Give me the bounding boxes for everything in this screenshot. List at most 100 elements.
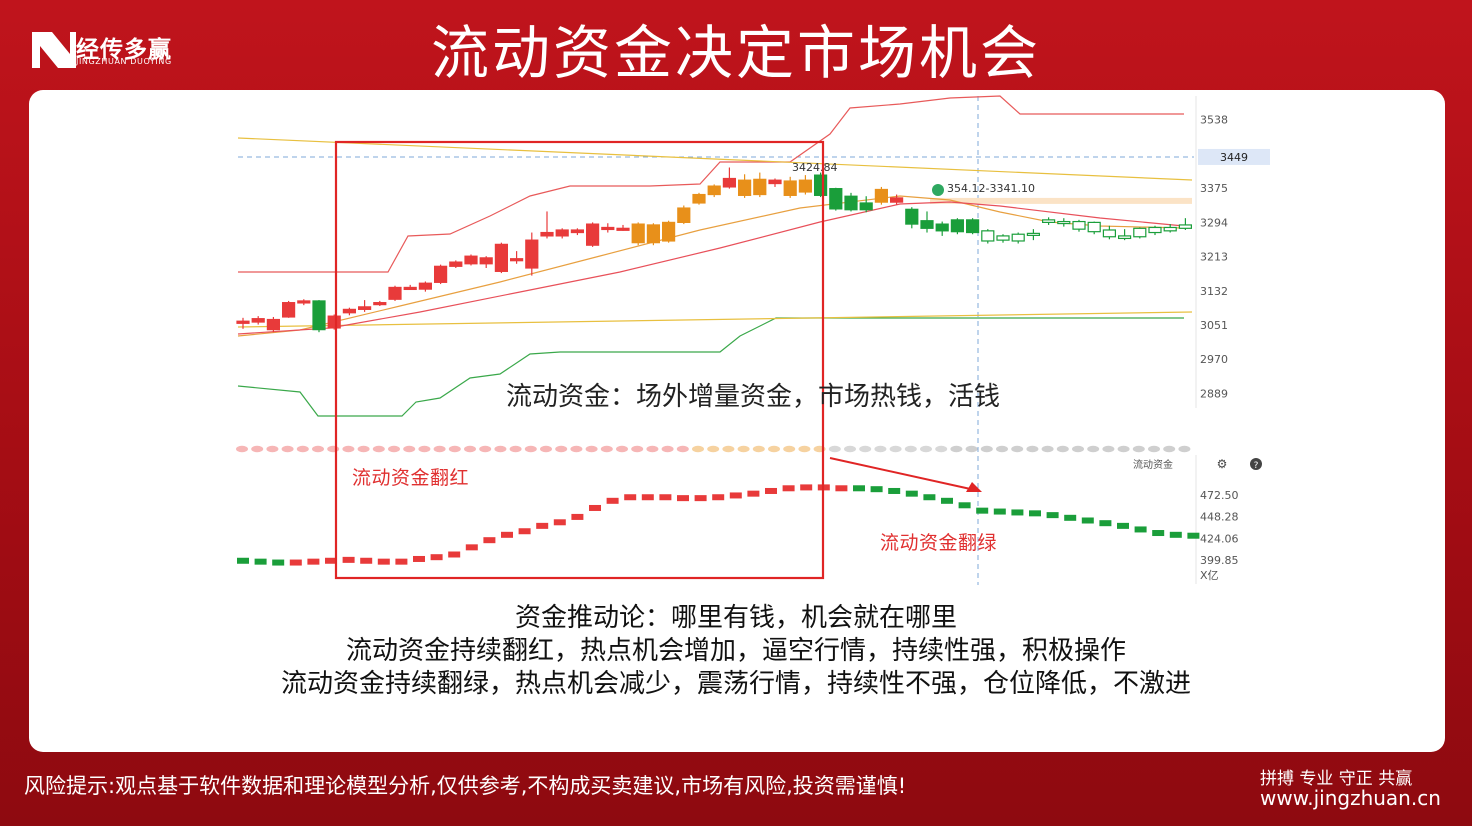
separator-dot [1102, 445, 1115, 453]
separator-dot [236, 445, 248, 453]
indicator-bar [465, 544, 478, 551]
explanation-line-1: 资金推动论：哪里有钱，机会就在哪里 [514, 603, 957, 633]
indicator-bar [1134, 526, 1147, 533]
candle-body [266, 318, 280, 331]
logo-subtitle: JINGZHUAN DUOYING [76, 57, 172, 66]
price-tag-bg [1198, 148, 1270, 165]
separator-dot [1011, 445, 1024, 453]
candle-body [661, 221, 676, 242]
separator-dot [980, 445, 993, 453]
indicator-bar [1011, 509, 1024, 516]
indicator-tick-label: 472.50 [1200, 489, 1239, 502]
separator-dot [1117, 445, 1130, 453]
candle-body [722, 177, 737, 188]
trend-line-upper [237, 137, 1193, 181]
candle-body [418, 282, 432, 290]
price-tick-label: 3294 [1200, 216, 1228, 229]
label-liquidity-green: 流动资金翻绿 [880, 532, 998, 554]
indicator-bar [888, 487, 901, 494]
help-icon [1250, 458, 1262, 470]
separator-dot [859, 445, 872, 453]
indicator-bar [342, 556, 355, 563]
candle-body [434, 265, 448, 283]
indicator-bar [782, 485, 795, 492]
candle-body [616, 227, 630, 231]
candle-body [1041, 219, 1056, 224]
candle-body [753, 178, 767, 196]
price-tick-label: 3213 [1200, 251, 1228, 264]
candle-body [920, 220, 934, 229]
candle-body [585, 223, 600, 246]
separator-dot [372, 445, 385, 453]
separator-dot [798, 445, 811, 453]
separator-dot [448, 445, 461, 453]
indicator-bar [694, 495, 707, 502]
separator-dot [312, 445, 324, 453]
candle-body [1178, 224, 1193, 229]
page-title: 流动资金决定市场机会 [430, 19, 1041, 87]
logo-text: 经传多赢 [76, 37, 172, 63]
candle-body [1133, 227, 1147, 238]
candle-body [768, 179, 782, 185]
separator-dot [661, 445, 674, 453]
gear-icon: ⚙ [1217, 457, 1228, 471]
candle-body [965, 219, 980, 234]
indicator-bar [483, 537, 496, 544]
indicator-bar [377, 558, 390, 565]
indicator-bar [1064, 514, 1077, 521]
candle-body [494, 243, 508, 272]
candle-body [1117, 235, 1132, 240]
candle-body [282, 302, 296, 318]
separator-dot [722, 445, 735, 453]
indicator-bar [1099, 520, 1112, 527]
price-tick-label: 2889 [1200, 387, 1228, 400]
separator-dot [1087, 445, 1100, 453]
candle-body [1057, 220, 1071, 225]
candle-body [798, 179, 813, 193]
indicator-bar [1187, 532, 1200, 539]
separator-dot [509, 445, 522, 453]
separator-dot [616, 445, 628, 453]
separator-dot [388, 445, 400, 453]
separator-dot [281, 445, 294, 453]
separator-dot [874, 445, 887, 453]
candle-body [1163, 226, 1177, 232]
indicator-bar [501, 531, 513, 538]
indicator-bar [589, 504, 601, 511]
risk-disclaimer: 风险提示:观点基于软件数据和理论模型分析,仅供参考,不构成买卖建议,市场有风险,… [24, 774, 907, 798]
candle-body [829, 188, 843, 210]
separator-dot [1072, 445, 1084, 453]
separator-dot [965, 445, 978, 453]
indicator-bar [800, 484, 813, 491]
highlight-rectangle [334, 140, 825, 580]
separator-dot [251, 445, 264, 453]
candle-body [981, 230, 995, 242]
separator-dot [524, 445, 537, 453]
separator-dot [479, 445, 492, 453]
separator-dot [1148, 445, 1160, 453]
indicator-bar [553, 519, 566, 526]
candle-body [388, 286, 402, 300]
content-card [29, 90, 1445, 752]
indicator-bar [976, 507, 989, 514]
indicator-bar [360, 557, 373, 564]
indicator-bar [325, 557, 337, 564]
indicator-bar [1081, 517, 1094, 524]
separator-dot [828, 445, 841, 453]
indicator-bar [993, 508, 1006, 515]
trend-arrow-head-icon [966, 482, 982, 492]
candle-body [889, 197, 904, 203]
indicator-bar [413, 555, 425, 562]
candle-body [646, 224, 661, 244]
indicator-bar [747, 490, 760, 497]
separator-dot [357, 445, 370, 453]
indicator-bar [923, 494, 936, 501]
indicator-bar [835, 485, 848, 492]
indicator-bar [571, 513, 584, 520]
separator-dot [555, 445, 568, 453]
candle-body [312, 300, 326, 331]
indicator-tick-label: 448.28 [1200, 511, 1239, 524]
candle-body [540, 231, 554, 237]
candle-body [677, 207, 691, 224]
candle-body [692, 193, 706, 204]
